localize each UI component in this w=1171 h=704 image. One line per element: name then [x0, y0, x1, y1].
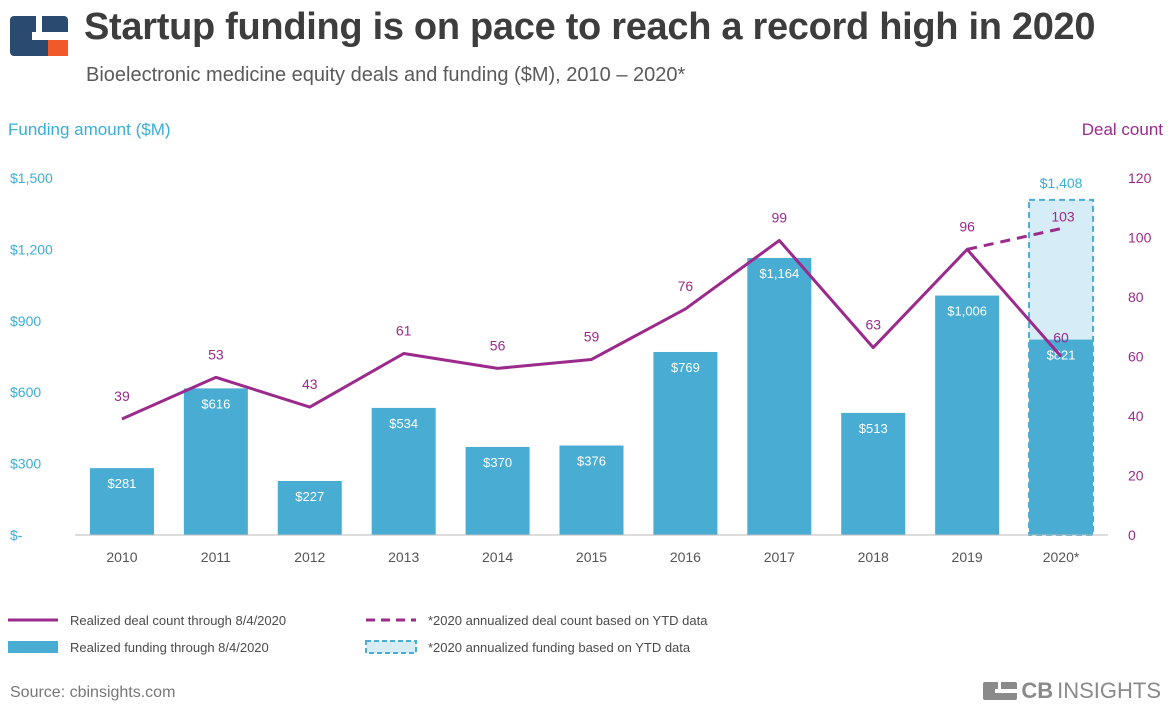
brand-rest: INSIGHTS	[1057, 678, 1161, 703]
bar-value-label: $376	[577, 454, 606, 469]
x-tick-label: 2010	[106, 549, 137, 565]
deal-count-label: 76	[678, 278, 694, 294]
x-tick-label: 2018	[858, 549, 889, 565]
deal-count-label: 43	[302, 376, 318, 392]
deal-count-label: 96	[959, 218, 975, 234]
brand-bold: CB	[1021, 678, 1054, 703]
brand-wordmark: CB INSIGHTS	[983, 678, 1161, 704]
right-y-tick-label: 40	[1128, 408, 1144, 424]
right-y-tick-label: 100	[1128, 230, 1152, 246]
legend-label: *2020 annualized deal count based on YTD…	[428, 613, 708, 628]
x-tick-label: 2020*	[1043, 549, 1080, 565]
x-tick-label: 2019	[952, 549, 983, 565]
bar-2010	[89, 468, 154, 535]
bar-value-label: $370	[483, 455, 512, 470]
legend: Realized deal count through 8/4/2020 Real…	[8, 613, 708, 655]
legend-swatch-bar	[8, 641, 58, 653]
deal-count-label: 56	[490, 337, 506, 353]
legend-label: Realized funding through 8/4/2020	[70, 640, 269, 655]
x-tick-label: 2011	[201, 549, 231, 565]
x-tick-label: 2017	[764, 549, 795, 565]
right-y-tick-label: 80	[1128, 289, 1144, 305]
axes: 2010 2011 2012 2013 2014 2015 2016 2017 2018 2019…	[10, 170, 1152, 565]
deal-count-label: 99	[772, 209, 788, 225]
deal-count-label: 39	[114, 388, 130, 404]
left-y-tick-label: $600	[10, 384, 41, 400]
bar-value-label: $534	[389, 416, 418, 431]
bar-2013	[371, 407, 436, 535]
deal-count-label: 63	[865, 317, 881, 333]
x-tick-label: 2015	[576, 549, 607, 565]
source-note: Source: cbinsights.com	[10, 684, 176, 701]
bar-value-label: $616	[201, 396, 230, 411]
bar-2018	[841, 412, 906, 535]
right-y-tick-label: 60	[1128, 349, 1144, 365]
chart-title: Startup funding is on pace to reach a re…	[84, 6, 1096, 48]
deal-count-label: 53	[208, 346, 224, 362]
x-tick-label: 2013	[388, 549, 419, 565]
projected-bar-label: $1,408	[1040, 175, 1083, 191]
projected-count-label: 103	[1051, 209, 1075, 225]
bar-2014	[465, 446, 530, 535]
right-y-tick-label: 0	[1128, 527, 1136, 543]
x-tick-label: 2016	[670, 549, 701, 565]
bar-value-label: $281	[107, 476, 136, 491]
left-y-tick-label: $1,500	[10, 170, 53, 186]
legend-label: *2020 annualized funding based on YTD da…	[428, 640, 691, 655]
left-y-tick-label: $1,200	[10, 241, 53, 257]
deal-count-label: 60	[1053, 330, 1069, 346]
deal-count-label: 61	[396, 323, 412, 339]
deal-count-label: 59	[584, 328, 600, 344]
chart-subtitle: Bioelectronic medicine equity deals and …	[86, 64, 686, 86]
funding-bars: $1,408 $281 $616 $227 $534 $370 $376 $769 $1,164…	[89, 175, 1095, 536]
bar-2015	[559, 445, 624, 535]
bar-2020	[1029, 339, 1094, 535]
left-axis-label: Funding amount ($M)	[8, 120, 171, 139]
right-axis-label: Deal count	[1081, 120, 1163, 139]
bar-2012	[277, 480, 342, 535]
bar-2016	[653, 351, 718, 535]
bar-2019	[935, 295, 1000, 535]
deal-count-polyline	[121, 238, 1063, 421]
bar-2017	[747, 257, 812, 535]
right-y-tick-label: 20	[1128, 468, 1144, 484]
cb-insights-logo-icon	[10, 16, 68, 56]
legend-swatch-projected-bar	[365, 640, 417, 654]
bar-2011	[183, 388, 248, 535]
bar-value-label: $769	[671, 360, 700, 375]
bar-value-label: $1,006	[947, 304, 987, 319]
bar-value-label: $227	[295, 489, 324, 504]
left-y-tick-label: $900	[10, 313, 41, 329]
bar-value-label: $1,164	[759, 266, 799, 281]
bar-value-label: $513	[859, 421, 888, 436]
x-tick-label: 2012	[294, 549, 325, 565]
deal-count-line: 103 39 53 43 61 56 59 76 99 63 96 60	[114, 209, 1075, 421]
x-tick-label: 2014	[482, 549, 513, 565]
right-y-tick-label: 120	[1128, 170, 1152, 186]
left-y-tick-label: $-	[10, 527, 23, 543]
cb-insights-mark-icon	[983, 682, 1018, 700]
left-y-tick-label: $300	[10, 456, 41, 472]
legend-label: Realized deal count through 8/4/2020	[70, 613, 286, 628]
